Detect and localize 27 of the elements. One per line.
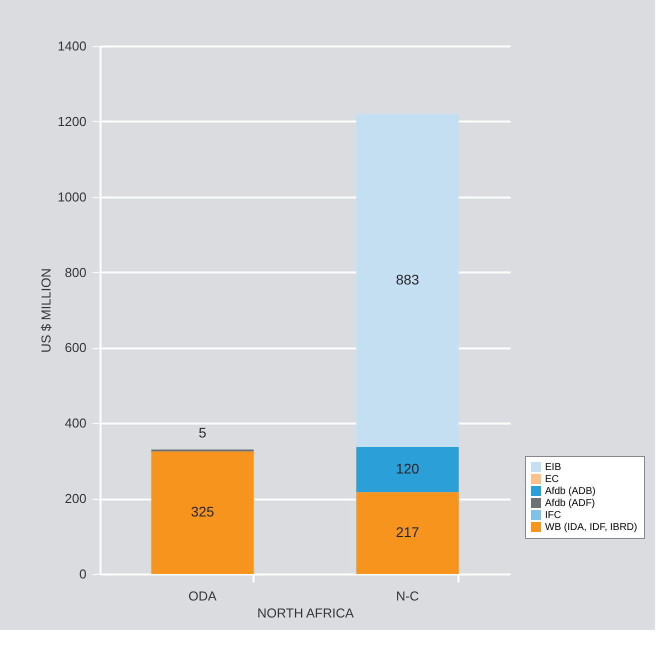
bar xyxy=(356,492,459,574)
y-tick-label: 200 xyxy=(64,491,86,506)
y-tick-label: 1400 xyxy=(58,38,86,54)
data-label: 217 xyxy=(396,524,420,540)
legend-label: EIB xyxy=(545,462,562,473)
bar xyxy=(151,451,254,574)
legend-label: WB (IDA, IDF, IBRD) xyxy=(545,522,638,533)
y-tick-label: 800 xyxy=(64,264,86,280)
bar xyxy=(356,114,459,447)
y-tick-label: 0 xyxy=(79,566,86,582)
data-label: 5 xyxy=(198,424,207,441)
y-tick-label: 1000 xyxy=(58,189,86,204)
y-tick-label: 600 xyxy=(64,340,86,356)
data-label: 883 xyxy=(396,271,420,288)
legend-label: Afdb (ADB) xyxy=(545,486,596,497)
bar xyxy=(356,446,459,492)
x-axis-title: NORTH AFRICA xyxy=(257,606,354,620)
x-tick-label: N-C xyxy=(396,588,420,604)
legend-label: Afdb (ADF) xyxy=(545,498,596,509)
legend-label: EC xyxy=(545,474,559,485)
x-tick-label: ODA xyxy=(188,588,217,604)
legend-label: IFC xyxy=(545,510,562,521)
y-tick-label: 400 xyxy=(64,416,86,431)
y-axis-title: US $ MILLION xyxy=(38,268,54,353)
data-label: 120 xyxy=(396,460,420,477)
y-tick-label: 1200 xyxy=(58,114,86,129)
data-label: 325 xyxy=(190,504,214,520)
